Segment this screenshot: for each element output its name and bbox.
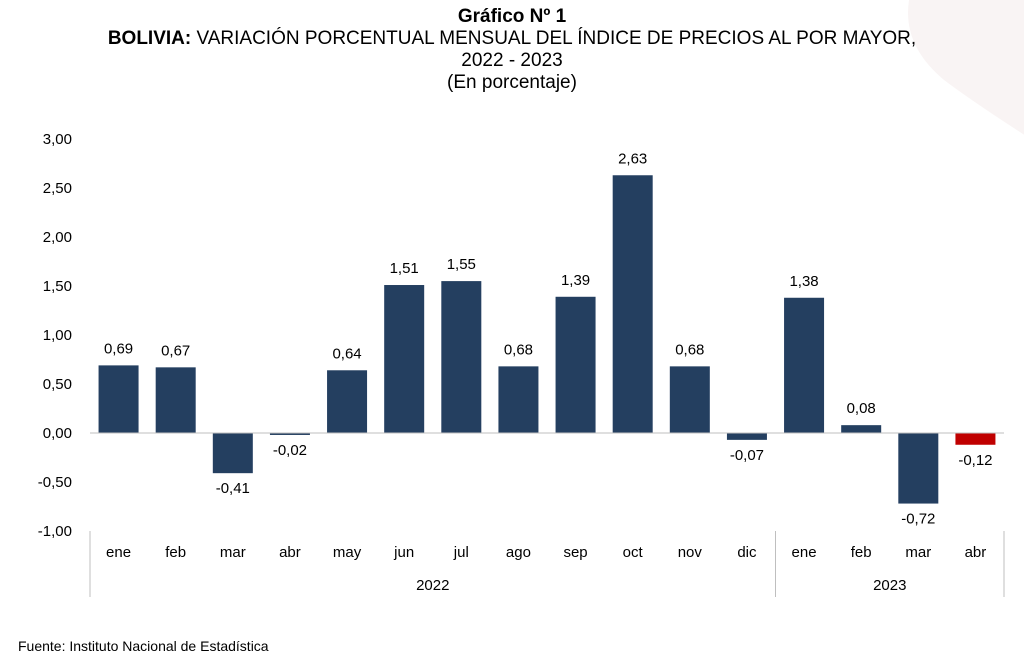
y-tick-label: 1,50 — [43, 278, 72, 295]
chart-header: Gráfico Nº 1 BOLIVIA: VARIACIÓN PORCENTU… — [0, 6, 1024, 94]
bar — [155, 367, 196, 433]
x-tick-label: mar — [905, 544, 931, 561]
data-label: 0,69 — [104, 340, 133, 357]
data-label: 1,39 — [561, 272, 590, 289]
year-group-label: 2023 — [873, 577, 906, 594]
y-tick-label: 2,50 — [43, 180, 72, 197]
x-tick-label: mar — [220, 544, 246, 561]
bar — [612, 175, 653, 433]
x-tick-label: dic — [737, 544, 757, 561]
data-label: 1,51 — [390, 260, 419, 277]
bar — [898, 433, 939, 504]
x-tick-label: may — [333, 544, 362, 561]
x-tick-label: feb — [165, 544, 186, 561]
data-label: 1,38 — [789, 273, 818, 290]
bar — [498, 366, 539, 433]
x-tick-label: jun — [393, 544, 414, 561]
bar — [269, 433, 310, 435]
bar — [555, 296, 596, 433]
year-group-label: 2022 — [416, 577, 449, 594]
bar — [98, 365, 139, 433]
bar — [441, 281, 482, 433]
y-tick-label: 3,00 — [43, 131, 72, 148]
source-note: Fuente: Instituto Nacional de Estadístic… — [18, 638, 269, 654]
data-label: 0,68 — [504, 341, 533, 358]
bar — [669, 366, 710, 433]
bar — [784, 297, 825, 433]
bar-chart: -1,00 -0,50 0,00 0,50 1,00 1,50 2,00 2,50 3,00 0,… — [38, 131, 1005, 597]
chart-subtitle-text: VARIACIÓN PORCENTUAL MENSUAL DEL ÍNDICE … — [191, 28, 917, 49]
x-tick-label: oct — [623, 544, 644, 561]
x-tick-label: ago — [506, 544, 531, 561]
data-label: -0,07 — [730, 447, 764, 464]
bar — [841, 425, 882, 433]
chart-subtitle: BOLIVIA: VARIACIÓN PORCENTUAL MENSUAL DE… — [0, 28, 1024, 50]
data-label: 0,68 — [675, 341, 704, 358]
chart-subtitle-years: 2022 - 2023 — [461, 50, 563, 71]
x-tick-label: ene — [106, 544, 131, 561]
y-tick-label: -0,50 — [38, 474, 72, 491]
data-label: -0,72 — [901, 511, 935, 528]
data-label: 0,67 — [161, 342, 190, 359]
bar — [955, 433, 996, 445]
x-tick-label: sep — [563, 544, 587, 561]
data-label: 1,55 — [447, 256, 476, 273]
y-tick-label: -1,00 — [38, 523, 72, 540]
bar — [212, 433, 253, 474]
bar — [384, 285, 425, 433]
y-tick-label: 2,00 — [43, 229, 72, 246]
chart-unit: (En porcentaje) — [447, 72, 577, 93]
data-label: 0,64 — [332, 345, 361, 362]
x-tick-label: jul — [453, 544, 469, 561]
data-label: -0,41 — [216, 480, 250, 497]
x-tick-label: abr — [965, 544, 987, 561]
x-tick-label: ene — [792, 544, 817, 561]
y-tick-label: 1,00 — [43, 327, 72, 344]
data-label: -0,02 — [273, 442, 307, 459]
data-label: 2,63 — [618, 150, 647, 167]
x-tick-label: feb — [851, 544, 872, 561]
chart-title: Gráfico Nº 1 — [457, 6, 567, 27]
data-label: 0,08 — [847, 400, 876, 417]
bar — [726, 433, 767, 440]
chart-subtitle-country: BOLIVIA: — [107, 28, 192, 49]
x-tick-label: abr — [279, 544, 301, 561]
x-tick-label: nov — [678, 544, 703, 561]
y-tick-label: 0,00 — [43, 425, 72, 442]
y-tick-label: 0,50 — [43, 376, 72, 393]
bar — [327, 370, 368, 433]
data-label: -0,12 — [958, 452, 992, 469]
